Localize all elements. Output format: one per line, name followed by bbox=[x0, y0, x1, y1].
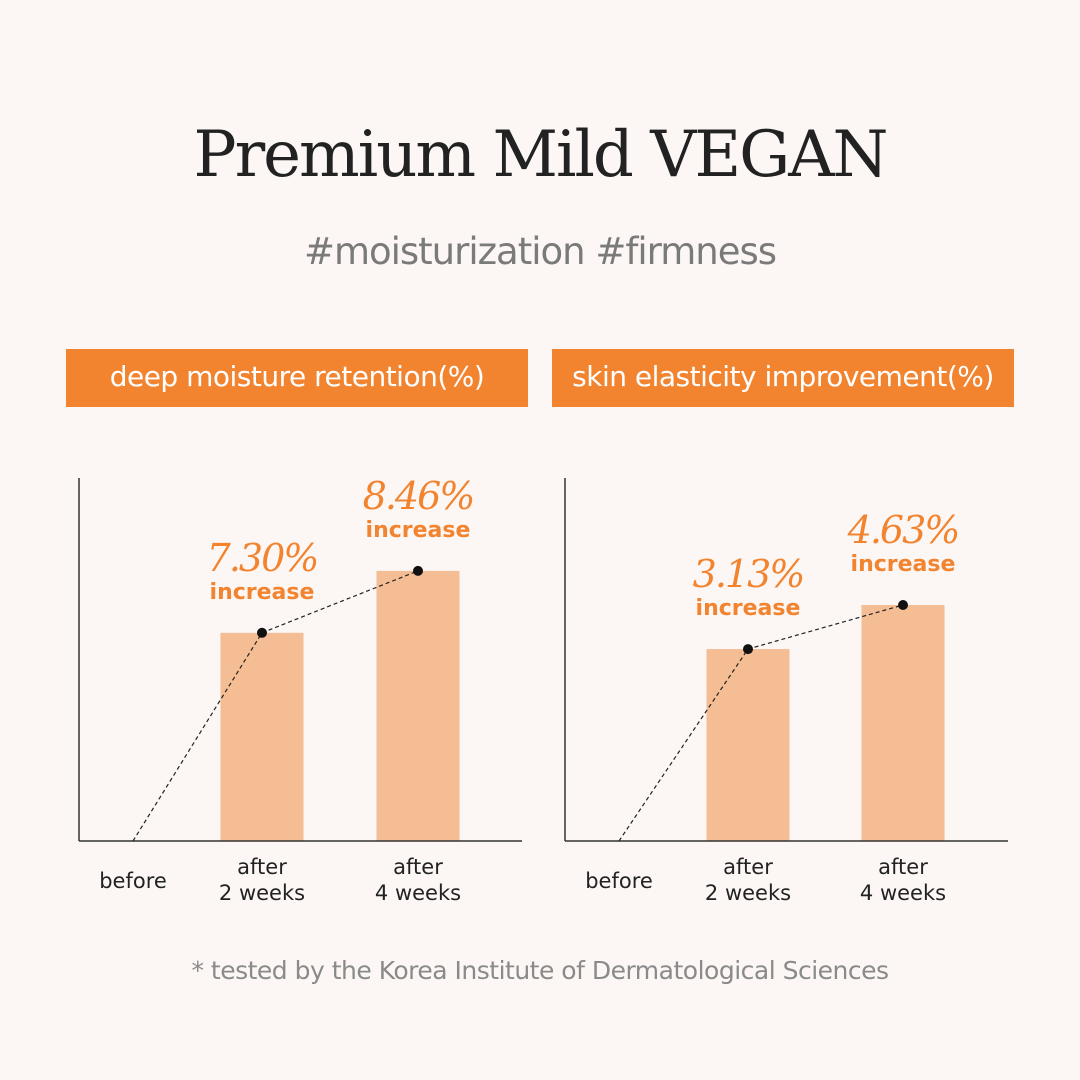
chart-2-data-label-2: 4.63% bbox=[847, 508, 959, 552]
footnote: * tested by the Korea Institute of Derma… bbox=[191, 956, 889, 985]
chart-1-x-tick-2-line-1: 4 weeks bbox=[375, 881, 461, 905]
chart-2-title: skin elasticity improvement(%) bbox=[552, 349, 1014, 407]
chart-2-point-2 bbox=[898, 599, 908, 610]
page-title: Premium Mild VEGAN bbox=[193, 118, 889, 192]
chart-2-trend-line bbox=[618, 604, 904, 842]
chart-2-point-1 bbox=[743, 644, 753, 655]
page-subtitle: #moisturization #firmness bbox=[303, 230, 777, 273]
chart-2-x-tick-1-line-1: 2 weeks bbox=[705, 881, 791, 905]
chart-1-increase-label-1: increase bbox=[210, 580, 315, 605]
chart-2-data-label-1: 3.13% bbox=[693, 552, 804, 596]
chart-1-data-label-1: 7.30% bbox=[207, 536, 318, 580]
chart-1-title: deep moisture retention(%) bbox=[66, 349, 528, 407]
chart-1-increase-label-2: increase bbox=[366, 518, 471, 543]
chart-1-point-2 bbox=[413, 565, 423, 576]
chart-2-x-tick-0-line-0: before bbox=[585, 869, 653, 893]
chart-1-bar-2 bbox=[376, 570, 460, 841]
chart-1-x-tick-2-line-0: after bbox=[393, 855, 443, 879]
chart-2-bar-1 bbox=[706, 649, 790, 841]
chart-2-x-tick-1-line-0: after bbox=[723, 855, 773, 879]
chart-2-increase-label-2: increase bbox=[851, 552, 956, 577]
chart-1-bar-1 bbox=[220, 632, 304, 841]
chart-2-x-tick-2-line-0: after bbox=[878, 855, 928, 879]
chart-1-x-tick-1-line-0: after bbox=[237, 855, 287, 879]
chart-1-trend-line bbox=[132, 570, 419, 842]
chart-1-x-tick-1-line-1: 2 weeks bbox=[219, 881, 305, 905]
chart-2-bar-2 bbox=[861, 604, 945, 841]
chart-2-increase-label-1: increase bbox=[696, 596, 801, 621]
chart-2-x-tick-2-line-1: 4 weeks bbox=[860, 881, 946, 905]
chart-1-data-label-2: 8.46% bbox=[363, 474, 474, 518]
chart-1-point-1 bbox=[257, 627, 267, 638]
chart-1-x-tick-0-line-0: before bbox=[99, 869, 167, 893]
